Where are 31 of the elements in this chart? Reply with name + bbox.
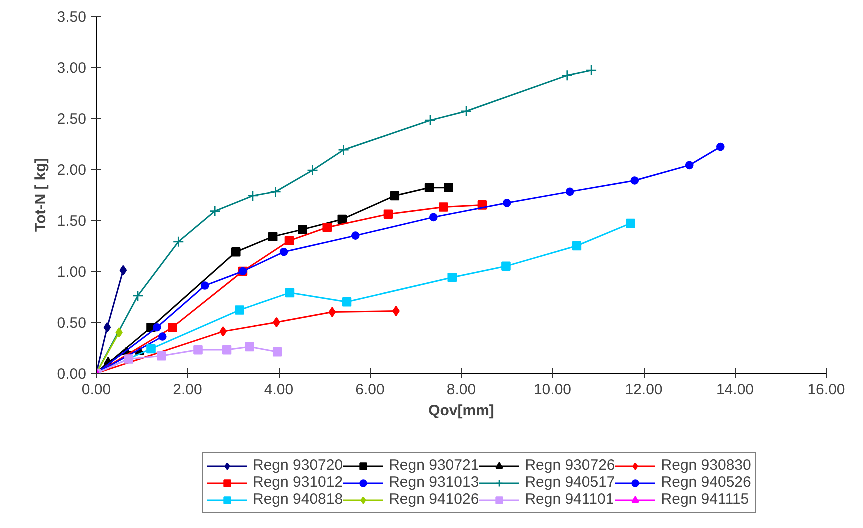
x-tick-label: 4.00: [264, 382, 294, 398]
legend-label: Regn 940818: [253, 491, 344, 508]
y-tick-label: 1.50: [57, 213, 87, 230]
legend-label: Regn 940517: [525, 474, 616, 491]
legend-label: Regn 930830: [661, 457, 752, 474]
y-tick-label: 0.50: [57, 315, 87, 332]
legend-label: Regn 931013: [389, 474, 480, 491]
x-axis-title: Qov[mm]: [428, 402, 494, 420]
legend-label: Regn 940526: [661, 474, 752, 491]
x-tick-label: 6.00: [356, 382, 385, 398]
x-tick-label: 10.00: [534, 382, 572, 398]
legend-label: Regn 930721: [389, 457, 480, 474]
legend-label: Regn 941026: [389, 491, 480, 508]
x-tick-label: 0.00: [82, 382, 112, 398]
x-tick-label: 2.00: [173, 382, 202, 398]
legend-label: Regn 941115: [661, 491, 750, 508]
x-tick-label: 16.00: [808, 382, 846, 398]
legend-label: Regn 930720: [253, 457, 344, 474]
legend-label: Regn 930726: [525, 457, 616, 474]
legend-label: Regn 931012: [253, 474, 344, 491]
y-axis-title: Tot-N [ kg]: [32, 158, 50, 232]
y-tick-label: 2.00: [57, 162, 87, 179]
x-tick-label: 12.00: [625, 382, 663, 398]
y-tick-label: 2.50: [57, 111, 87, 128]
y-tick-label: 1.00: [57, 264, 87, 281]
x-tick-label: 8.00: [446, 382, 476, 398]
y-tick-label: 3.50: [57, 9, 87, 26]
x-tick-label: 14.00: [716, 382, 754, 398]
y-tick-label: 0.00: [57, 366, 87, 383]
y-tick-label: 3.00: [57, 60, 87, 77]
legend-label: Regn 941101: [525, 491, 614, 508]
